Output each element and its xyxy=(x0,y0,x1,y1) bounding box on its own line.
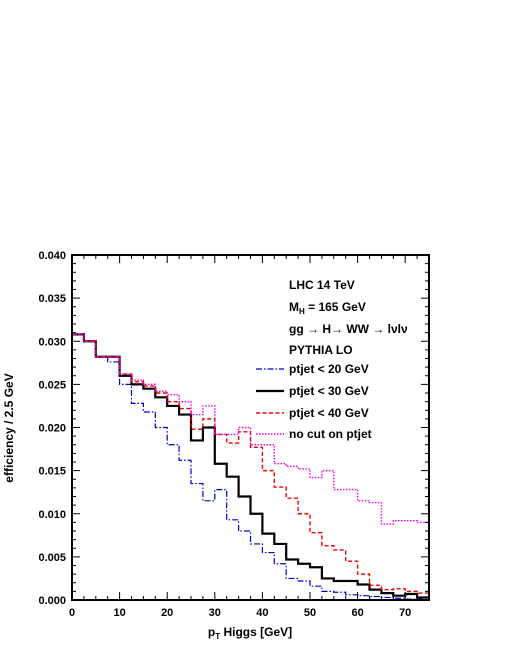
series-line-4 xyxy=(72,333,429,525)
y-tick-label: 0.000 xyxy=(38,595,66,607)
y-tick-label: 0.010 xyxy=(38,509,66,521)
y-tick-label: 0.020 xyxy=(38,423,66,435)
series-layer xyxy=(72,333,429,600)
y-tick-label: 0.025 xyxy=(38,379,66,391)
series-line-2 xyxy=(72,333,429,599)
tick-labels: 0 10 20 30 40 50 60 70 0.000 0.005 0.010 0.015 0.020… xyxy=(38,250,411,619)
plot-frame xyxy=(71,254,430,601)
y-tick-label: 0.015 xyxy=(38,466,66,478)
series-line-3 xyxy=(72,333,429,594)
x-axis-label: pT Higgs [GeV] xyxy=(208,625,292,641)
x-tick-label: 70 xyxy=(399,607,411,619)
annotation-1: LHC 14 TeV xyxy=(289,278,355,292)
legend-label-4: no cut on ptjet xyxy=(289,427,372,441)
y-tick-label: 0.035 xyxy=(38,293,66,305)
y-axis-label: efficiency / 2.5 GeV xyxy=(2,373,16,482)
x-tick-label: 50 xyxy=(304,607,316,619)
annotations: LHC 14 TeV MH = 165 GeV gg → H→ WW → lνlν P… xyxy=(289,278,408,357)
annotation-2: MH = 165 GeV xyxy=(289,300,366,316)
x-tick-label: 20 xyxy=(161,607,173,619)
axes-layer xyxy=(71,254,430,601)
x-tick-label: 40 xyxy=(256,607,268,619)
legend-label-1: ptjet < 20 GeV xyxy=(289,362,369,376)
annotation-3: gg → H→ WW → lνlν xyxy=(289,322,408,336)
annotation-4: PYTHIA LO xyxy=(289,343,353,357)
x-tick-label: 10 xyxy=(113,607,125,619)
legend: ptjet < 20 GeV ptjet < 30 GeV ptjet < 40 G… xyxy=(256,362,372,441)
x-tick-label: 30 xyxy=(209,607,221,619)
y-tick-label: 0.040 xyxy=(38,250,66,262)
y-tick-label: 0.005 xyxy=(38,552,66,564)
y-tick-label: 0.030 xyxy=(38,336,66,348)
legend-label-3: ptjet < 40 GeV xyxy=(289,406,369,420)
x-tick-label: 60 xyxy=(351,607,363,619)
legend-label-2: ptjet < 30 GeV xyxy=(289,384,369,398)
x-tick-label: 0 xyxy=(69,607,75,619)
